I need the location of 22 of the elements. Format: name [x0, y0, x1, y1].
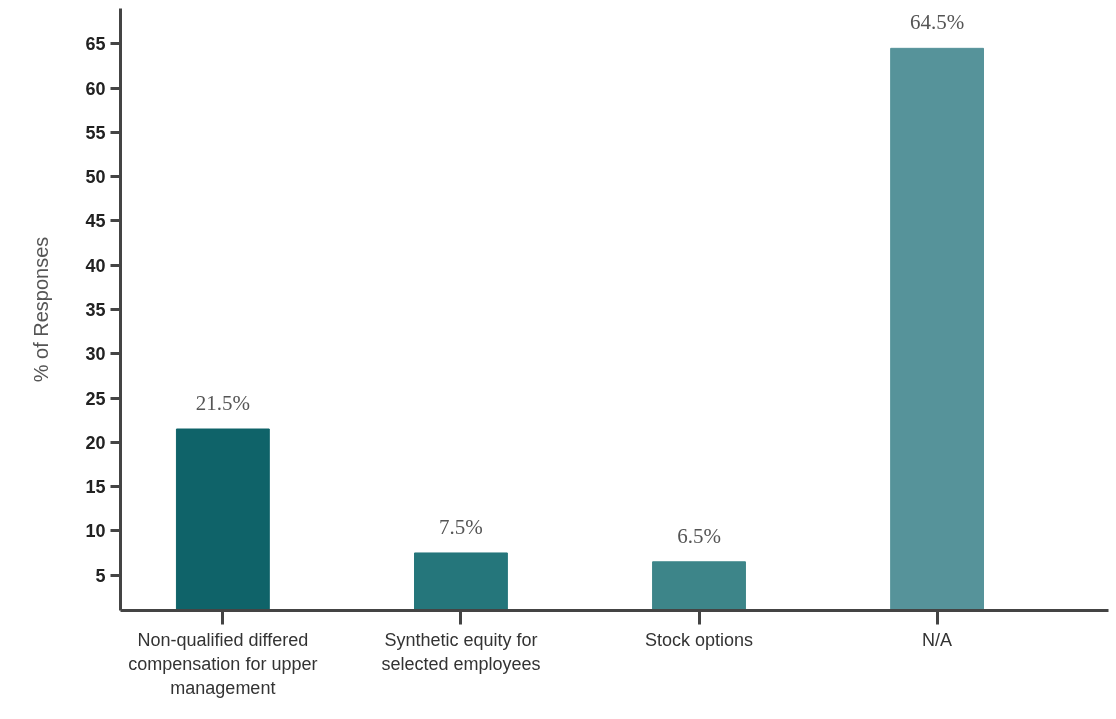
- y-tick-label: 20: [85, 432, 106, 453]
- data-label: 7.5%: [439, 514, 483, 539]
- x-tick-label: Synthetic equity for selected employees: [381, 629, 541, 674]
- y-tick-label: 50: [85, 167, 106, 188]
- y-tick-label: 30: [85, 344, 106, 365]
- x-tick-label: Stock options: [644, 629, 754, 650]
- data-label: 21.5%: [195, 391, 250, 416]
- y-tick-label: 40: [85, 255, 106, 276]
- y-tick-label: 15: [85, 477, 106, 498]
- y-tick-label: 55: [85, 122, 106, 143]
- data-label: 64.5%: [909, 10, 965, 35]
- y-tick-label: 65: [85, 34, 106, 55]
- y-axis-title: % of Responses: [30, 236, 53, 383]
- y-tick-label: 25: [85, 388, 106, 409]
- x-tick-label: N/A: [922, 629, 953, 650]
- y-tick-label: 45: [85, 211, 106, 232]
- y-tick-label: 35: [85, 300, 106, 320]
- y-tick-label: 5: [95, 565, 106, 586]
- y-tick-label: 60: [85, 78, 106, 99]
- x-tick-label: Non-qualified differed compensation for upper management: [128, 629, 318, 698]
- y-tick-label: 10: [85, 521, 106, 542]
- data-label: 6.5%: [677, 523, 721, 548]
